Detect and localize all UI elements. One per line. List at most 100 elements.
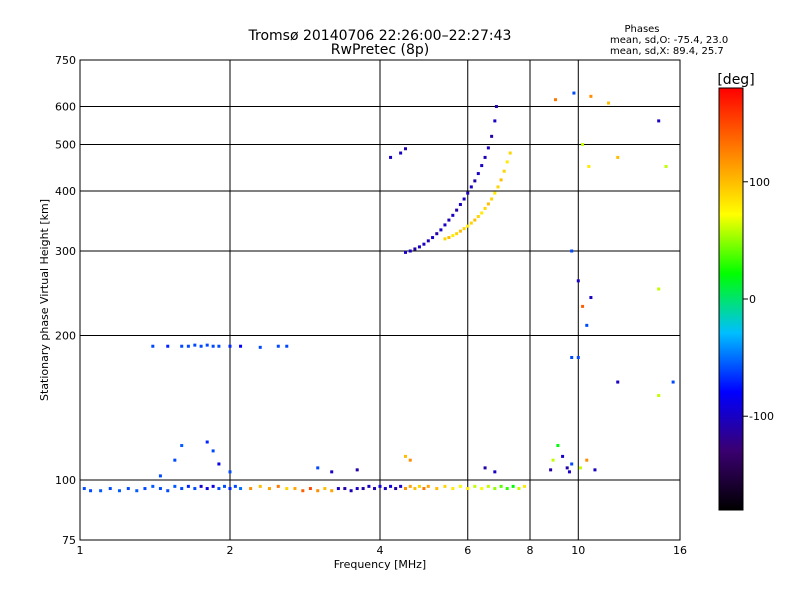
y-tick-label: 300 [55, 245, 76, 258]
data-point [158, 474, 162, 478]
data-point [173, 458, 177, 462]
data-point [469, 185, 473, 189]
x-axis-label: Frequency [MHz] [334, 558, 426, 571]
colorbar-ticks: -100 0 100 [743, 176, 774, 423]
data-point [367, 484, 371, 488]
data-point [186, 484, 190, 488]
data-point [657, 394, 661, 398]
data-point [483, 155, 487, 159]
data-point [551, 458, 555, 462]
data-point [413, 247, 417, 251]
data-point [431, 236, 435, 240]
y-tick-label: 200 [55, 330, 76, 343]
data-point [186, 344, 190, 348]
data-point [616, 155, 620, 159]
data-point [330, 489, 334, 493]
data-point [578, 466, 582, 470]
data-point [193, 487, 197, 491]
data-point [607, 101, 611, 105]
data-point [589, 296, 593, 300]
colorbar-label: [deg] [717, 72, 754, 88]
data-point [593, 468, 597, 472]
colorbar [718, 87, 744, 511]
data-point [211, 344, 215, 348]
y-axis-label: Stationary phase Virtual Height [km] [38, 199, 51, 401]
data-point [486, 202, 490, 206]
chart-subtitle: RwPretec (8p) [331, 42, 429, 58]
data-point [466, 487, 470, 491]
data-point [343, 487, 347, 491]
data-point [462, 197, 466, 201]
data-point [258, 345, 262, 349]
data-point [151, 344, 155, 348]
data-point [193, 343, 197, 347]
data-point [473, 179, 477, 183]
data-point [466, 224, 470, 228]
data-point [330, 470, 334, 474]
data-point [408, 249, 412, 253]
data-point [323, 487, 327, 491]
data-point [399, 484, 403, 488]
data-point [378, 484, 382, 488]
data-point [151, 484, 155, 488]
data-point [616, 380, 620, 384]
data-point [355, 468, 359, 472]
data-point [576, 279, 580, 283]
data-point [205, 343, 209, 347]
data-point [239, 344, 243, 348]
data-point [657, 119, 661, 123]
x-tick-label: 6 [464, 544, 471, 557]
data-point [657, 287, 661, 291]
data-point [499, 484, 503, 488]
data-point [166, 344, 170, 348]
data-point [480, 487, 484, 491]
data-point [570, 249, 574, 253]
data-point [223, 484, 227, 488]
data-point [443, 484, 447, 488]
data-point [180, 487, 184, 491]
data-point [585, 458, 589, 462]
data-point [166, 489, 170, 493]
data-point [447, 236, 451, 240]
data-point [217, 462, 221, 466]
data-point [505, 487, 509, 491]
data-point [565, 466, 569, 470]
data-point [316, 466, 320, 470]
x-tick-label: 1 [77, 544, 84, 557]
data-point [228, 344, 232, 348]
data-point [581, 304, 585, 308]
data-point [447, 218, 451, 222]
data-point [389, 484, 393, 488]
data-point [486, 146, 490, 150]
data-point [671, 380, 675, 384]
data-point [499, 178, 503, 182]
data-point [493, 191, 497, 195]
data-point [205, 440, 209, 444]
data-point [267, 487, 271, 491]
data-point [211, 484, 215, 488]
data-point [473, 484, 477, 488]
data-point [473, 218, 477, 222]
data-point [494, 105, 498, 109]
y-tick-labels: 75 100 200 300 400 500 600 750 [55, 54, 76, 547]
data-point [394, 487, 398, 491]
data-point [567, 470, 571, 474]
data-point [217, 344, 221, 348]
data-point [239, 487, 243, 491]
chart-title: Tromsø 20140706 22:26:00–22:27:43 [248, 28, 512, 44]
grid-lines [80, 60, 680, 540]
data-point [301, 489, 305, 493]
data-point [466, 191, 470, 195]
y-tick-label: 750 [55, 54, 76, 67]
data-point [581, 143, 585, 147]
data-point [572, 91, 576, 95]
data-point [439, 228, 443, 232]
data-point [585, 323, 589, 327]
data-point [490, 134, 494, 138]
colorbar-tick-label: 0 [749, 293, 756, 306]
data-point [403, 147, 407, 151]
data-point [517, 487, 521, 491]
data-point [451, 234, 455, 238]
data-point [664, 164, 668, 168]
data-point [422, 487, 426, 491]
